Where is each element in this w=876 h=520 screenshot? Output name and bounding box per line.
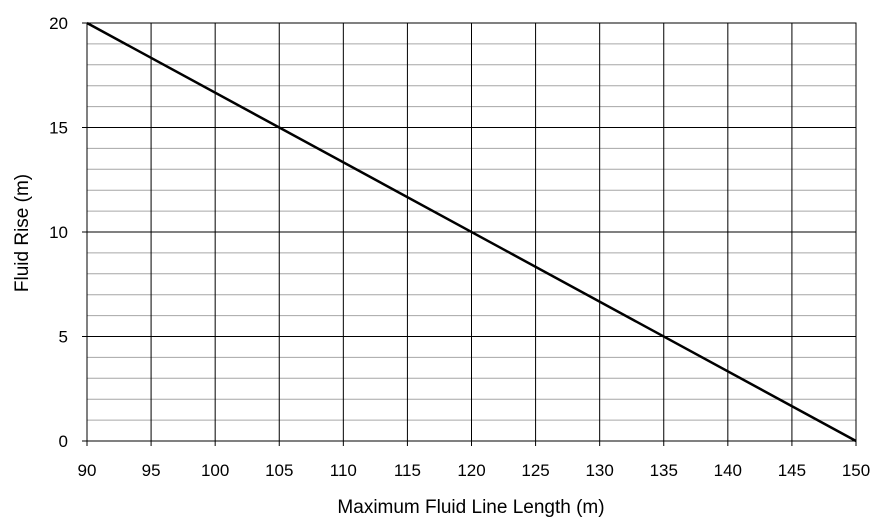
x-tick-label: 140 <box>714 461 742 480</box>
series-layer <box>86 21 857 443</box>
x-tick-label: 120 <box>457 461 485 480</box>
x-tick-label: 90 <box>78 461 97 480</box>
y-tick-label: 5 <box>59 328 68 347</box>
x-tick-label: 145 <box>778 461 806 480</box>
x-tick-label: 110 <box>330 461 357 480</box>
x-tick-label: 130 <box>585 461 613 480</box>
y-axis-ticks: 0 5 10 15 20 <box>49 14 87 451</box>
x-axis-ticks: 90 95 100 105 110 115 120 125 130 135 140 145 150 <box>78 441 870 480</box>
x-tick-label: 135 <box>650 461 678 480</box>
x-axis-title: Maximum Fluid Line Length (m) <box>337 497 604 518</box>
x-tick-label: 115 <box>394 461 421 480</box>
x-tick-label: 105 <box>265 461 293 480</box>
y-tick-label: 15 <box>49 119 68 138</box>
y-axis-title: Fluid Rise (m) <box>12 174 33 292</box>
x-tick-label: 100 <box>201 461 229 480</box>
x-tick-label: 150 <box>842 461 870 480</box>
y-tick-label: 10 <box>49 223 68 242</box>
series-line-1 <box>86 21 857 443</box>
y-tick-label: 20 <box>49 14 68 33</box>
y-tick-label: 0 <box>59 432 68 451</box>
x-tick-label: 95 <box>142 461 161 480</box>
x-tick-label: 125 <box>521 461 549 480</box>
